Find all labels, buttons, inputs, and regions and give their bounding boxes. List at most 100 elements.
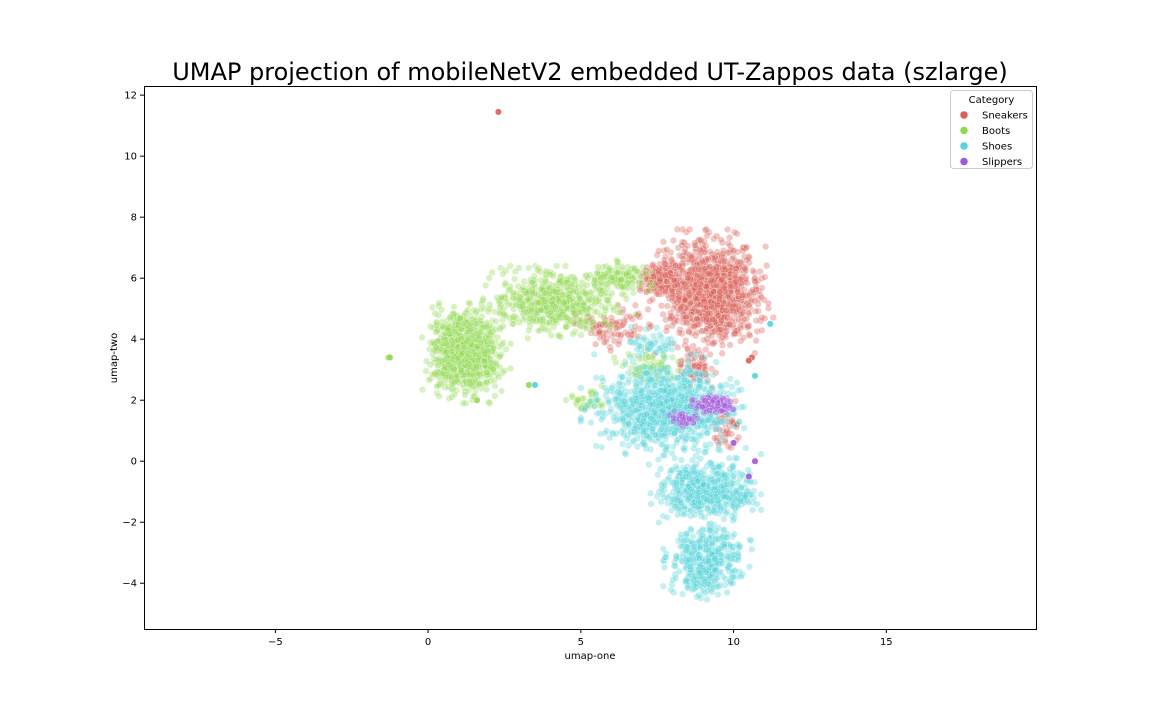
data-point [648,425,656,433]
data-point [476,380,484,388]
data-point [595,328,603,336]
data-point [649,260,657,268]
data-point [694,477,702,485]
data-point [669,259,677,267]
data-point [730,514,738,523]
data-point [597,311,605,320]
data-point [656,275,664,283]
data-point [667,586,675,594]
data-point [670,276,678,284]
data-point [701,441,709,449]
data-point [745,563,754,571]
data-point [712,358,720,366]
data-point [479,297,487,305]
data-point [614,340,623,348]
data-point [435,299,443,307]
data-point [703,496,711,504]
data-point [756,267,764,276]
data-point [507,340,515,348]
data-point [450,303,458,311]
data-point [637,389,645,398]
data-point [700,336,708,344]
data-point [648,400,657,408]
data-point [668,353,676,361]
data-point [724,292,732,300]
data-point [717,276,726,284]
data-point [674,373,682,382]
data-point [729,247,737,255]
data-point [638,421,646,429]
data-point [511,268,519,276]
data-point [483,369,491,377]
data-point [723,314,731,322]
data-point [697,265,705,273]
chart-title: UMAP projection of mobileNetV2 embedded … [172,58,1008,86]
data-point [687,485,695,493]
data-point [607,408,615,416]
data-point [577,331,585,339]
data-point [685,387,693,396]
data-point [679,267,687,275]
data-point [669,291,677,299]
data-point [529,288,537,296]
data-point [621,360,630,368]
data-point [507,364,515,373]
data-point [707,384,715,392]
data-point [762,243,770,251]
data-point [709,371,717,379]
data-point [470,306,478,314]
data-point [624,369,633,377]
data-point [716,326,724,334]
data-point [700,353,709,361]
data-point [673,225,681,233]
data-point [694,265,703,273]
data-point [619,416,627,424]
data-point [726,234,734,242]
data-point [716,292,724,300]
data-point [758,284,766,292]
data-point [645,433,653,441]
data-point [653,372,661,380]
data-point [495,373,503,381]
data-point [574,396,582,404]
data-point [625,441,633,450]
data-point [494,108,502,116]
data-point [555,332,563,340]
data-point [477,317,485,325]
data-point [711,419,719,427]
data-point [430,340,438,348]
data-point [605,399,613,407]
data-point [702,346,710,354]
data-point [459,343,467,352]
data-point [707,276,715,284]
data-point [641,411,649,419]
data-point [708,253,716,262]
data-point [684,274,692,282]
data-point [577,384,585,392]
data-point [655,518,663,527]
data-point [678,225,687,233]
data-point [726,375,734,383]
data-point [648,295,657,304]
data-point [618,283,626,291]
data-point [714,445,722,453]
data-point [719,249,727,257]
data-point [660,563,669,572]
data-point [561,262,570,270]
data-point [734,386,742,395]
data-point [737,324,745,332]
data-point [670,429,678,437]
data-point [654,456,663,464]
data-point [570,309,578,317]
data-point [652,431,660,439]
data-point [697,509,705,517]
data-point [662,288,670,296]
data-point [743,256,751,264]
data-point [749,267,757,275]
data-point [723,508,731,516]
data-point [495,343,503,351]
data-point [729,472,737,480]
data-point [670,479,678,487]
data-point [659,238,667,246]
data-point [744,466,752,474]
